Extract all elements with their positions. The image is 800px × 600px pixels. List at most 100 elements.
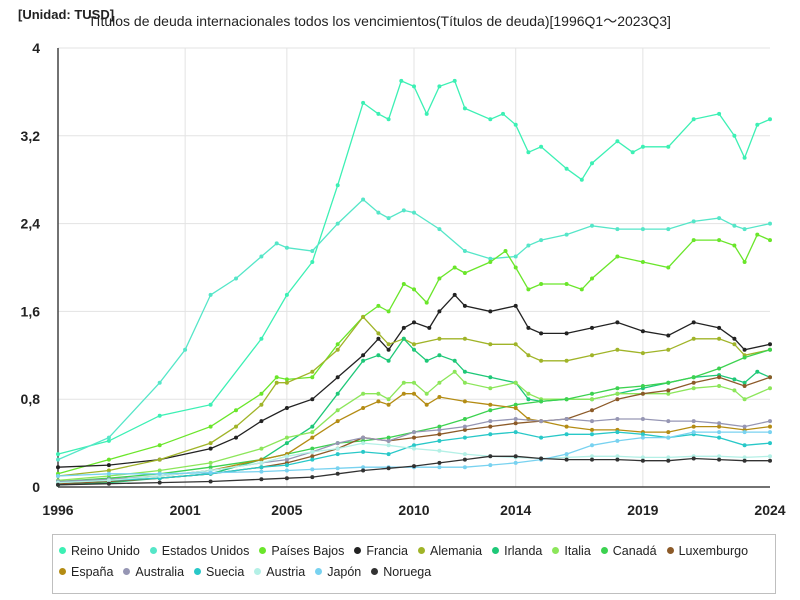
series-8-point: [615, 397, 620, 402]
series-1-point: [488, 256, 493, 261]
series-5-point: [284, 441, 289, 446]
series-14-point: [106, 481, 111, 486]
series-7-point: [488, 408, 493, 413]
series-7-point: [513, 402, 518, 407]
series-3-point: [768, 342, 772, 347]
series-0-point: [539, 144, 544, 149]
y-tick-label: 0: [32, 479, 40, 495]
series-7-point: [666, 380, 671, 385]
series-7-point: [590, 391, 594, 396]
legend-swatch: [492, 547, 500, 554]
series-7-point: [691, 375, 696, 380]
series-4-point: [437, 336, 442, 341]
series-1-point: [335, 221, 340, 226]
series-11-point: [310, 457, 315, 462]
series-0-point: [284, 292, 289, 297]
series-2-point: [488, 260, 493, 264]
series-1-point: [284, 245, 289, 250]
series-5-point: [755, 369, 760, 374]
legend-swatch: [149, 547, 157, 554]
series-9-point: [259, 457, 264, 462]
legend-item: Suecia: [194, 561, 244, 582]
series-7-point: [717, 366, 722, 371]
series-12-point: [335, 446, 340, 451]
series-0-point: [717, 111, 722, 116]
series-12-point: [590, 454, 594, 459]
legend-swatch: [59, 568, 66, 575]
series-0-point: [755, 122, 760, 127]
series-6-point: [386, 397, 391, 402]
series-4-point: [539, 358, 544, 363]
series-10-point: [386, 438, 391, 443]
series-9-point: [768, 424, 772, 429]
series-14-point: [56, 482, 60, 487]
series-0-point: [488, 117, 493, 122]
series-7-point: [564, 397, 569, 402]
legend-label: Suecia: [206, 564, 245, 579]
series-14-point: [284, 476, 289, 481]
legend-label: Irlanda: [504, 543, 543, 558]
series-13-point: [56, 474, 60, 478]
series-8-point: [666, 388, 671, 393]
x-tick-label: 2001: [170, 502, 201, 518]
series-13-point: [691, 430, 696, 435]
series-13-point: [208, 470, 213, 475]
series-0-point: [768, 117, 772, 122]
series-5-point: [310, 424, 315, 429]
series-3-line: [57, 293, 771, 468]
series-10-point: [590, 419, 594, 424]
series-12-point: [106, 478, 111, 483]
series-2-point: [259, 391, 264, 396]
series-4-point: [732, 342, 737, 347]
series-4-point: [590, 353, 594, 358]
series-0-point: [106, 438, 111, 443]
series-3-point: [427, 325, 432, 330]
series-14-point: [666, 458, 671, 463]
legend-swatch: [354, 547, 362, 554]
series-4-point: [640, 351, 645, 356]
series-6-point: [615, 391, 620, 396]
series-2-point: [157, 443, 162, 448]
series-2-point: [274, 375, 279, 380]
series-7-point: [539, 399, 544, 404]
series-3-point: [526, 325, 531, 330]
series-1-point: [157, 380, 162, 385]
legend-item: Japón: [315, 561, 361, 582]
series-3-point: [615, 320, 620, 325]
series-6-point: [462, 380, 467, 385]
series-14-point: [590, 457, 594, 462]
series-11-point: [386, 452, 391, 457]
series-9-point: [401, 391, 406, 396]
series-5-point: [376, 353, 381, 358]
series-14-point: [157, 480, 162, 485]
series-7-point: [310, 446, 315, 451]
series-2-point: [564, 282, 569, 286]
series-1-point: [437, 227, 442, 232]
series-2-point: [234, 408, 238, 413]
series-2-point: [335, 342, 340, 347]
series-13-point: [717, 430, 722, 435]
series-3-point: [590, 325, 594, 330]
series-0-point: [732, 133, 737, 138]
series-3-point: [452, 292, 457, 297]
series-8-point: [717, 375, 722, 380]
legend-label: Australia: [135, 564, 185, 579]
x-tick-label: 2024: [754, 502, 785, 518]
series-5-point: [361, 358, 366, 363]
legend-item: Francia: [354, 540, 408, 561]
series-6-point: [412, 380, 416, 385]
series-7-point: [742, 355, 747, 360]
series-4-point: [462, 336, 467, 341]
series-1-point: [106, 435, 111, 440]
series-11-point: [742, 443, 747, 448]
series-0-point: [526, 150, 531, 155]
series-2-point: [732, 243, 737, 248]
series-14-point: [691, 456, 696, 461]
legend-swatch: [254, 568, 262, 575]
series-1-point: [274, 241, 279, 246]
series-3-point: [539, 331, 544, 336]
series-3-point: [361, 353, 366, 358]
legend-label: Países Bajos: [271, 543, 345, 558]
series-4-point: [361, 314, 366, 319]
legend-label: España: [71, 564, 114, 579]
